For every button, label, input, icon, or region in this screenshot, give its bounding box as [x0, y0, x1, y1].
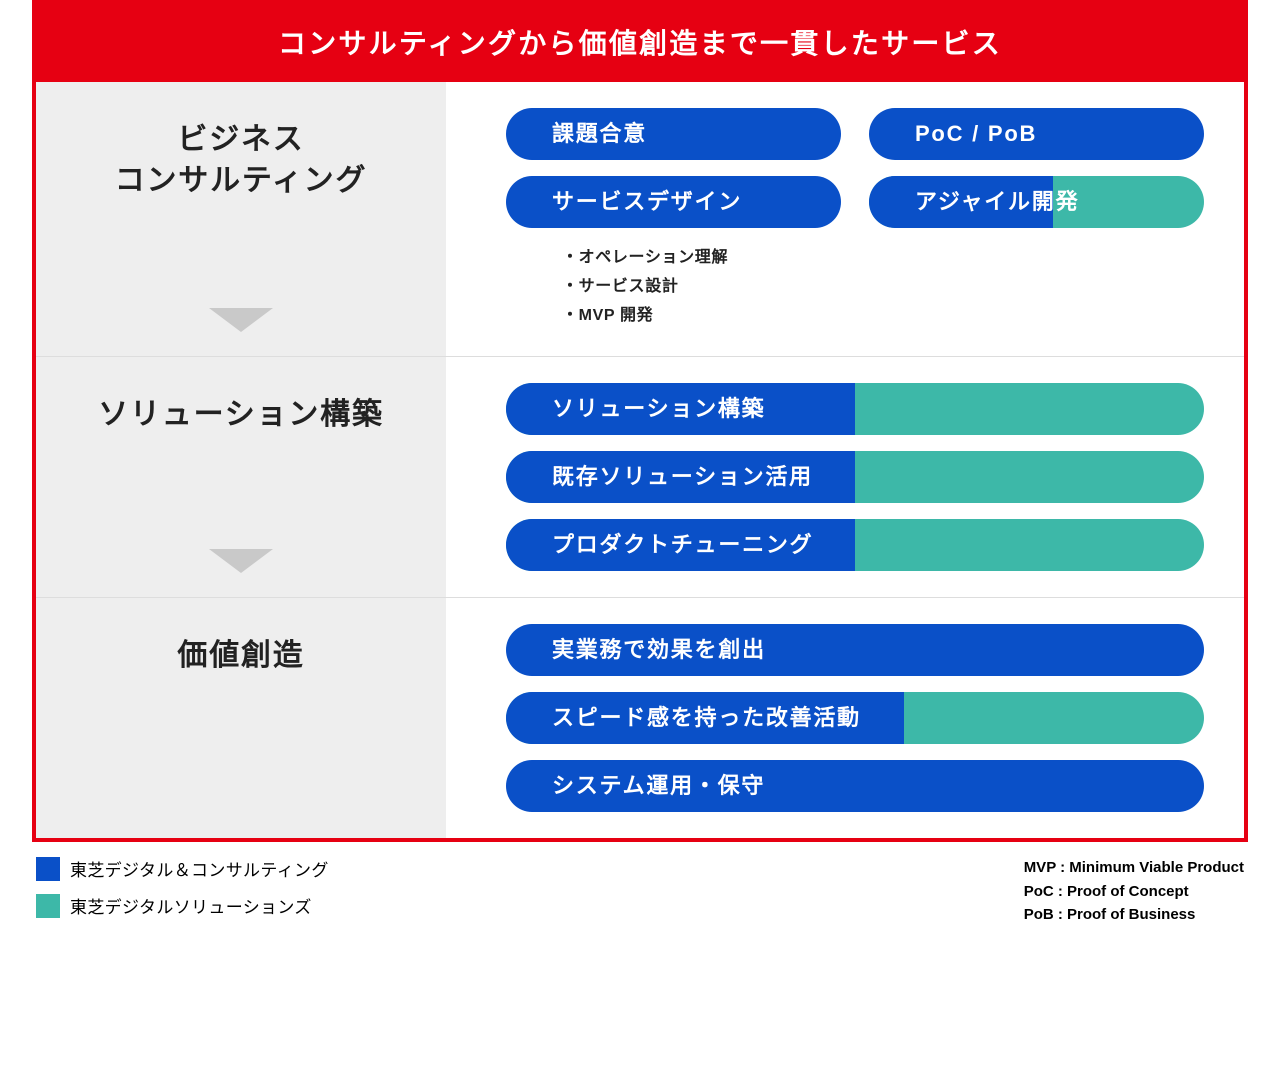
pill-label: PoC / PoB	[869, 108, 1204, 160]
sublist-item: オペレーション理解	[562, 244, 1204, 273]
stage-label-panel: 価値創造	[36, 598, 446, 838]
capability-pill: ソリューション構築	[506, 383, 1204, 435]
glossary-line: MVP : Minimum Viable Product	[1024, 856, 1244, 879]
stage-content: 課題合意PoC / PoBサービスデザインアジャイル開発オペレーション理解サービ…	[446, 82, 1244, 356]
pill-label: システム運用・保守	[506, 760, 1204, 812]
pill-label: 実業務で効果を創出	[506, 624, 1204, 676]
infographic-root: コンサルティングから価値創造まで一貫したサービス ビジネスコンサルティング 課題合…	[32, 0, 1248, 946]
sublist-item: サービス設計	[562, 273, 1204, 302]
pill-line: スピード感を持った改善活動	[506, 692, 1204, 744]
legend-label: 東芝デジタル＆コンサルティング	[70, 856, 329, 881]
pill-label: 課題合意	[506, 108, 841, 160]
chevron-down-icon	[209, 549, 273, 573]
capability-pill: システム運用・保守	[506, 760, 1204, 812]
legend: 東芝デジタル＆コンサルティング東芝デジタルソリューションズ	[36, 856, 329, 918]
pill-label: サービスデザイン	[506, 176, 841, 228]
title-text: コンサルティングから価値創造まで一貫したサービス	[278, 28, 1002, 59]
capability-pill: PoC / PoB	[869, 108, 1204, 160]
sublist: オペレーション理解サービス設計MVP 開発	[506, 244, 1204, 330]
pill-label: 既存ソリューション活用	[506, 451, 1204, 503]
stage-content: ソリューション構築既存ソリューション活用プロダクトチューニング	[446, 357, 1244, 597]
capability-pill: 課題合意	[506, 108, 841, 160]
glossary-line: PoB : Proof of Business	[1024, 903, 1244, 926]
stage-row: ビジネスコンサルティング 課題合意 PoC / PoB サービスデザインアジャイル開発…	[36, 82, 1244, 356]
pill-label: アジャイル開発	[869, 176, 1204, 228]
stage-content: 実業務で効果を創出スピード感を持った改善活動システム運用・保守	[446, 598, 1244, 838]
capability-pill: 実業務で効果を創出	[506, 624, 1204, 676]
legend-item: 東芝デジタルソリューションズ	[36, 893, 329, 918]
title-bar: コンサルティングから価値創造まで一貫したサービス	[36, 4, 1244, 82]
capability-pill: プロダクトチューニング	[506, 519, 1204, 571]
stage-label: ビジネスコンサルティング	[56, 120, 426, 201]
footer: 東芝デジタル＆コンサルティング東芝デジタルソリューションズ MVP : Mini…	[32, 856, 1248, 946]
capability-pill: スピード感を持った改善活動	[506, 692, 1204, 744]
capability-pill: アジャイル開発	[869, 176, 1204, 228]
pill-line: 課題合意 PoC / PoB	[506, 108, 1204, 160]
pill-line: 既存ソリューション活用	[506, 451, 1204, 503]
sublist-item: MVP 開発	[562, 302, 1204, 331]
stage-row: 価値創造実業務で効果を創出スピード感を持った改善活動システム運用・保守	[36, 597, 1244, 838]
pill-label: プロダクトチューニング	[506, 519, 1204, 571]
glossary-line: PoC : Proof of Concept	[1024, 880, 1244, 903]
chevron-down-icon	[209, 308, 273, 332]
pill-line: システム運用・保守	[506, 760, 1204, 812]
stage-row: ソリューション構築ソリューション構築既存ソリューション活用プロダクトチューニング	[36, 356, 1244, 597]
capability-pill: 既存ソリューション活用	[506, 451, 1204, 503]
legend-swatch	[36, 894, 60, 918]
pill-line: サービスデザインアジャイル開発	[506, 176, 1204, 228]
pill-label: スピード感を持った改善活動	[506, 692, 1204, 744]
stage-label-panel: ソリューション構築	[36, 357, 446, 597]
legend-swatch	[36, 857, 60, 881]
pill-label: ソリューション構築	[506, 383, 1204, 435]
rows-container: ビジネスコンサルティング 課題合意 PoC / PoB サービスデザインアジャイル開発…	[36, 82, 1244, 838]
capability-pill: サービスデザイン	[506, 176, 841, 228]
legend-label: 東芝デジタルソリューションズ	[70, 893, 312, 918]
glossary: MVP : Minimum Viable ProductPoC : Proof …	[1024, 856, 1244, 926]
pill-line: 実業務で効果を創出	[506, 624, 1204, 676]
legend-item: 東芝デジタル＆コンサルティング	[36, 856, 329, 881]
stage-label: ソリューション構築	[56, 395, 426, 436]
main-frame: コンサルティングから価値創造まで一貫したサービス ビジネスコンサルティング 課題合…	[32, 0, 1248, 842]
pill-line: プロダクトチューニング	[506, 519, 1204, 571]
stage-label-panel: ビジネスコンサルティング	[36, 82, 446, 356]
stage-label: 価値創造	[56, 636, 426, 677]
pill-line: ソリューション構築	[506, 383, 1204, 435]
